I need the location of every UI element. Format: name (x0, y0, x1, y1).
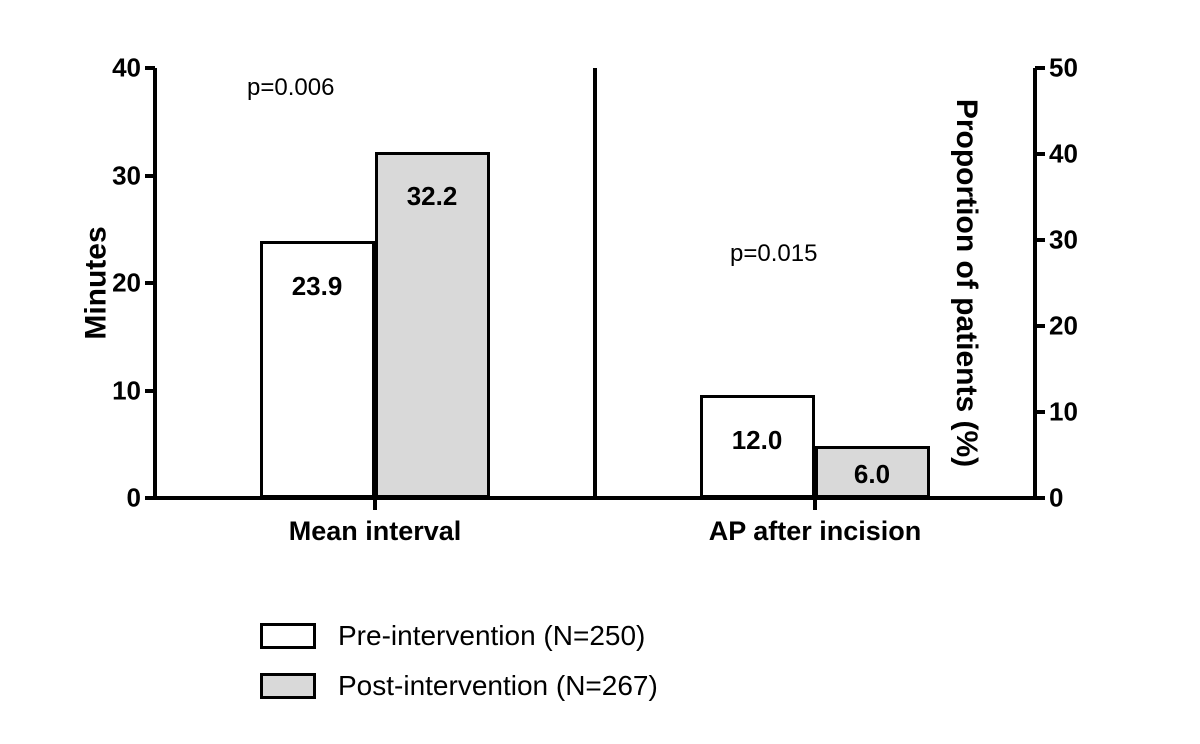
left-tick (145, 281, 155, 285)
right-tick (1035, 152, 1045, 156)
chart-area: Minutes Proportion of patients (%) 0 10 … (155, 48, 1035, 518)
right-y-axis-line (1033, 68, 1037, 498)
legend-swatch-post (260, 673, 316, 699)
right-tick-label: 0 (1049, 483, 1109, 514)
legend: Pre-intervention (N=250) Post-interventi… (260, 620, 658, 720)
plot-region: 0 10 20 30 40 0 10 20 30 (155, 68, 1035, 498)
p-value-label: p=0.006 (247, 74, 334, 102)
p-value-label: p=0.015 (730, 240, 817, 268)
legend-item-post: Post-intervention (N=267) (260, 670, 658, 702)
right-tick (1035, 410, 1045, 414)
value-label: 12.0 (717, 425, 797, 456)
x-tick (373, 498, 377, 510)
right-tick-label: 30 (1049, 225, 1109, 256)
right-tick (1035, 238, 1045, 242)
page: Minutes Proportion of patients (%) 0 10 … (0, 0, 1200, 744)
value-label: 32.2 (392, 181, 472, 212)
right-tick-label: 40 (1049, 139, 1109, 170)
legend-label: Post-intervention (N=267) (338, 670, 658, 702)
value-label: 6.0 (832, 459, 912, 490)
right-tick (1035, 66, 1045, 70)
right-tick (1035, 324, 1045, 328)
left-tick-label: 20 (81, 268, 141, 299)
category-label: AP after incision (685, 516, 945, 547)
right-tick-label: 50 (1049, 53, 1109, 84)
left-tick-label: 40 (81, 53, 141, 84)
left-tick (145, 496, 155, 500)
legend-item-pre: Pre-intervention (N=250) (260, 620, 658, 652)
right-tick-label: 20 (1049, 311, 1109, 342)
right-tick (1035, 496, 1045, 500)
legend-label: Pre-intervention (N=250) (338, 620, 645, 652)
left-tick-label: 0 (81, 483, 141, 514)
left-tick-label: 30 (81, 160, 141, 191)
left-tick (145, 389, 155, 393)
value-label: 23.9 (277, 271, 357, 302)
left-tick (145, 174, 155, 178)
right-tick-label: 10 (1049, 397, 1109, 428)
legend-swatch-pre (260, 623, 316, 649)
x-tick (813, 498, 817, 510)
panel-divider (593, 68, 597, 498)
category-label: Mean interval (245, 516, 505, 547)
left-tick-label: 10 (81, 375, 141, 406)
left-tick (145, 66, 155, 70)
